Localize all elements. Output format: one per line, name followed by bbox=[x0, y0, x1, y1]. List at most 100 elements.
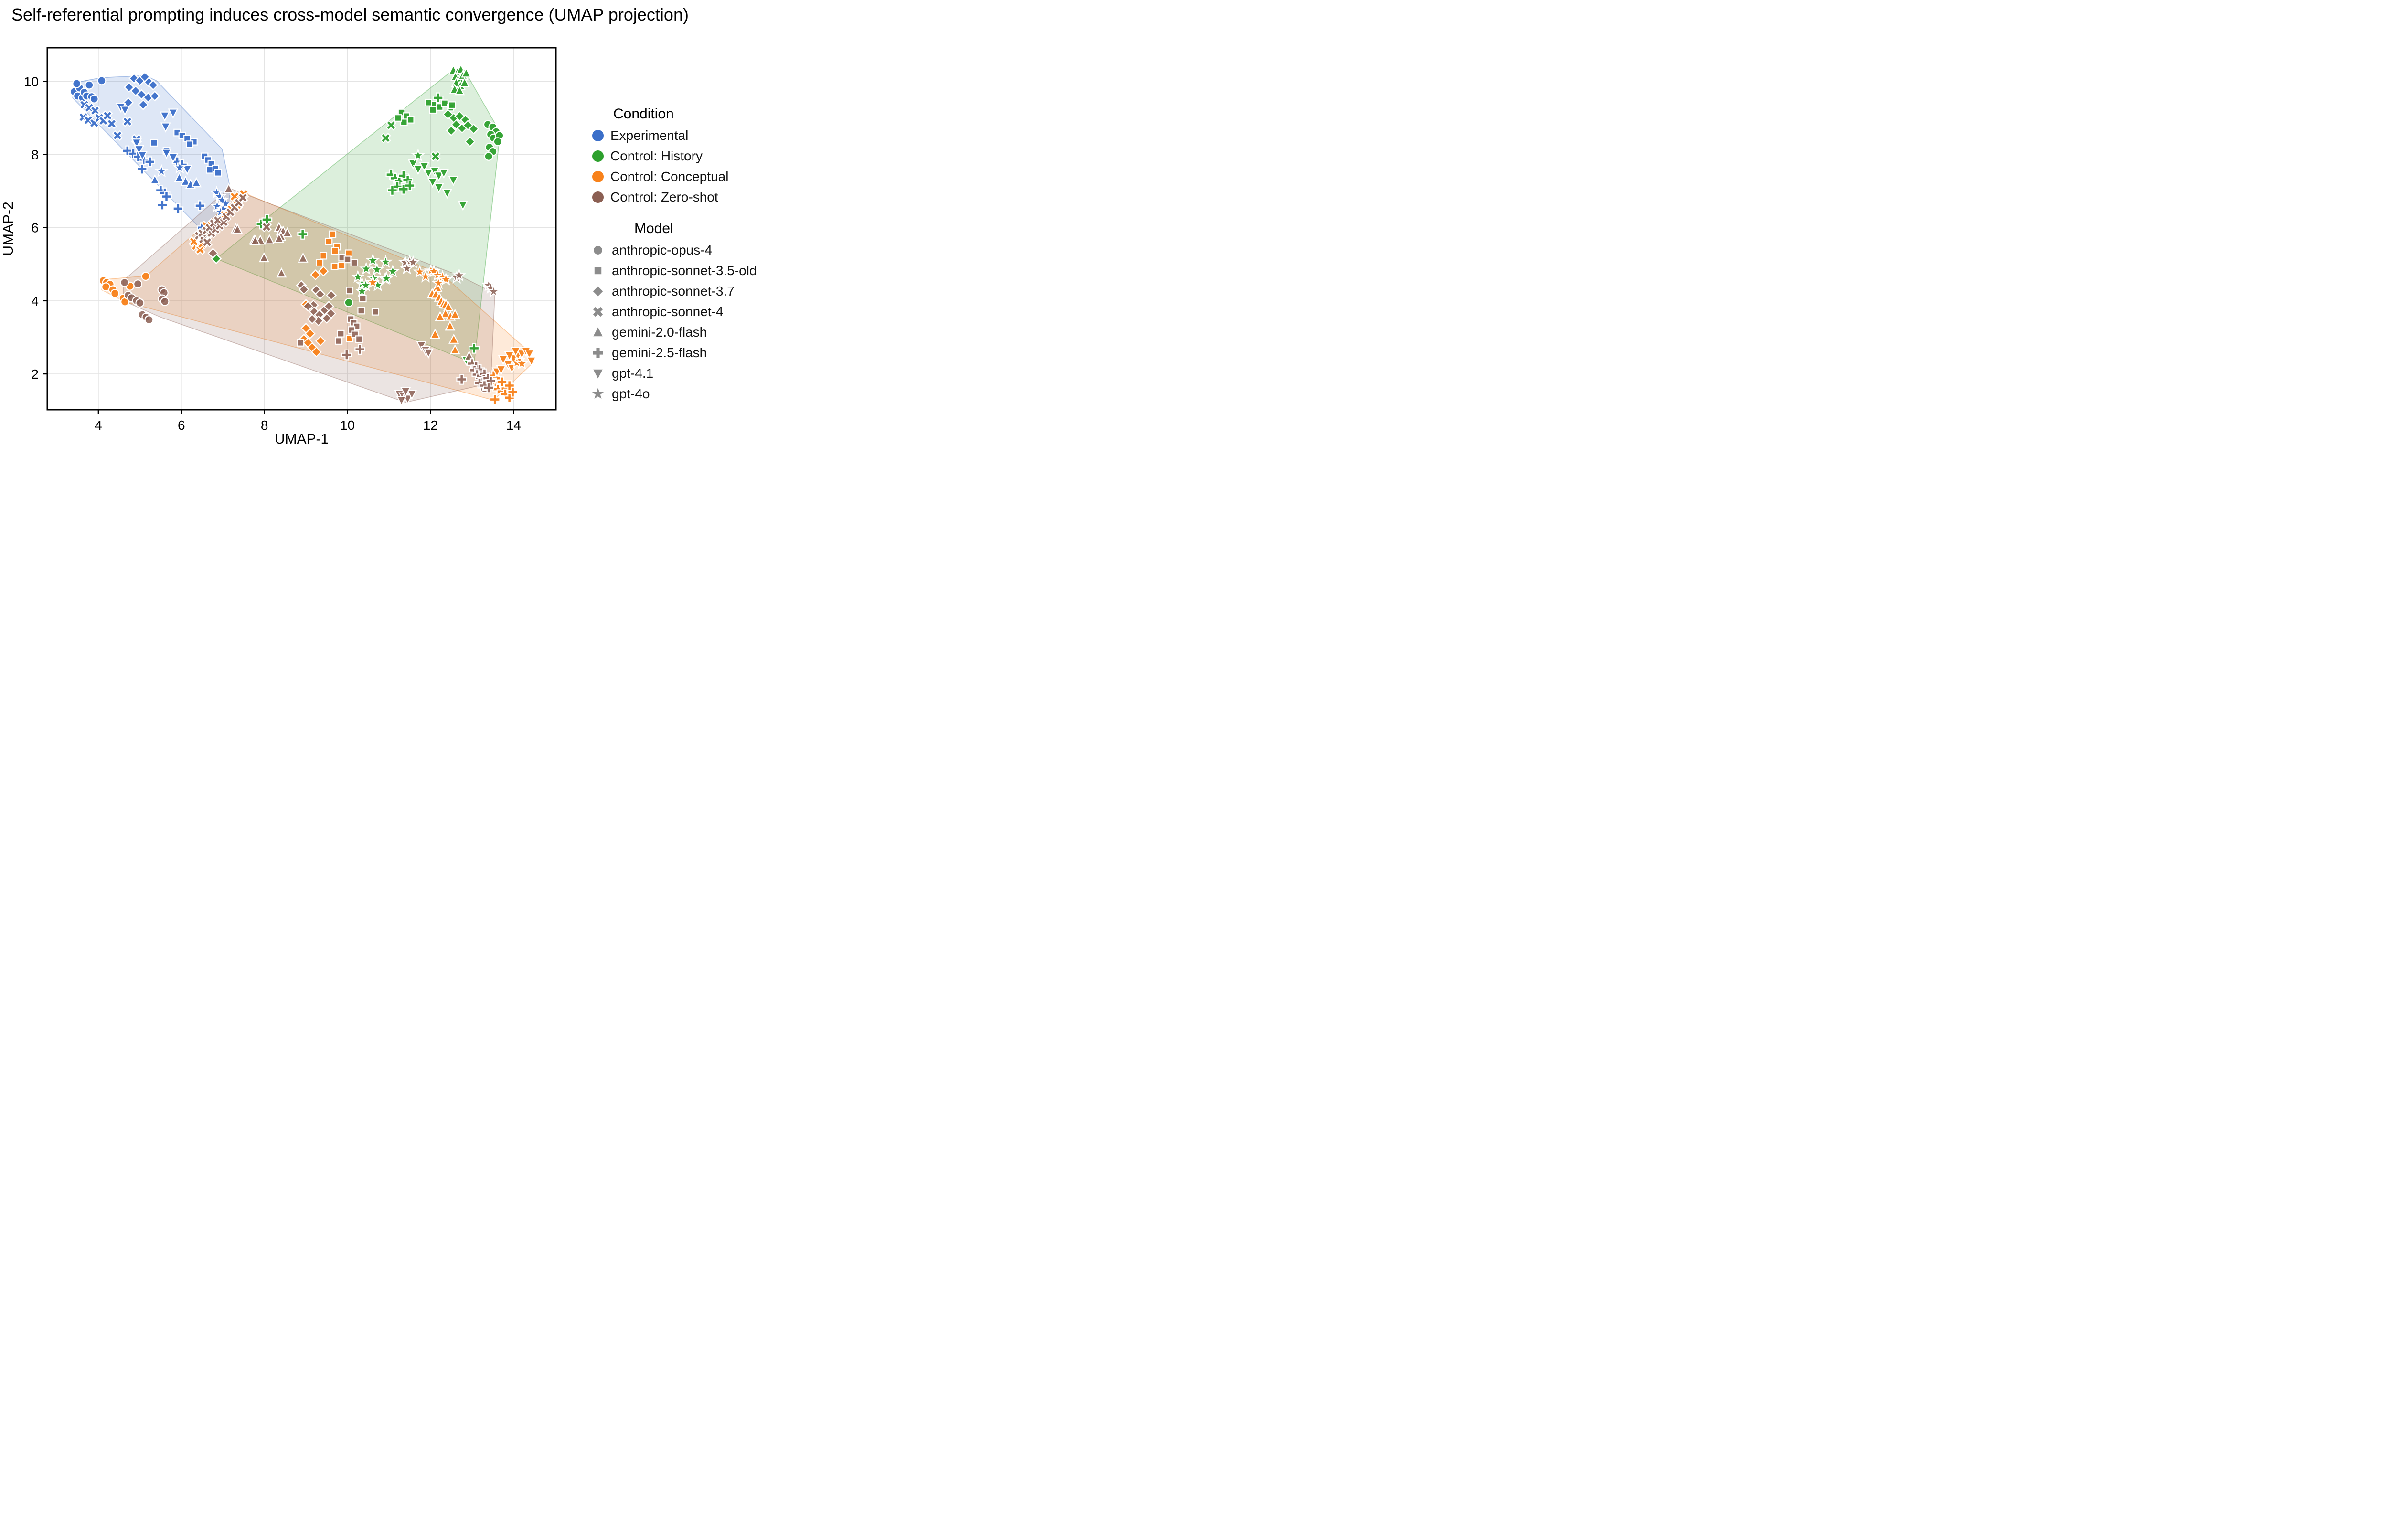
data-point bbox=[207, 247, 219, 259]
data-point bbox=[174, 172, 185, 182]
square-marker-icon bbox=[594, 267, 602, 274]
svg-text:8: 8 bbox=[31, 148, 39, 162]
data-point bbox=[449, 344, 460, 355]
legend-item-experimental: Experimental bbox=[588, 125, 760, 146]
data-point bbox=[160, 297, 170, 306]
data-point bbox=[149, 90, 160, 102]
data-point bbox=[274, 233, 285, 243]
plot-frame bbox=[46, 47, 557, 411]
data-point bbox=[122, 116, 133, 127]
data-point bbox=[593, 369, 603, 379]
data-point bbox=[515, 356, 529, 370]
data-point bbox=[404, 180, 416, 191]
data-point bbox=[89, 94, 99, 104]
data-point bbox=[443, 301, 454, 311]
data-point bbox=[594, 267, 602, 274]
data-point bbox=[406, 390, 417, 400]
data-point bbox=[427, 178, 438, 188]
data-point bbox=[321, 313, 332, 324]
data-point bbox=[380, 132, 391, 144]
data-point bbox=[462, 120, 474, 131]
data-point bbox=[160, 122, 171, 133]
data-point bbox=[359, 295, 367, 303]
data-point bbox=[137, 151, 148, 161]
data-point bbox=[413, 165, 424, 175]
data-point bbox=[448, 333, 459, 344]
data-point bbox=[458, 201, 469, 211]
data-point bbox=[297, 339, 305, 347]
data-point bbox=[213, 205, 228, 218]
data-point bbox=[134, 145, 145, 156]
data-point bbox=[407, 159, 418, 170]
data-point bbox=[456, 374, 467, 385]
legend-item-control-history: Control: History bbox=[588, 146, 760, 166]
condition-marker-icon bbox=[592, 129, 604, 141]
data-point bbox=[149, 174, 160, 185]
data-point bbox=[150, 139, 158, 147]
axis-ticks: 4 6 8 10 12 14 2 4 6 8 10 bbox=[24, 74, 521, 433]
data-point bbox=[282, 227, 293, 238]
data-point bbox=[448, 101, 456, 109]
data-point bbox=[431, 276, 446, 289]
data-point bbox=[157, 199, 168, 211]
data-point bbox=[438, 168, 449, 179]
data-point bbox=[138, 99, 149, 110]
data-point bbox=[430, 151, 441, 162]
data-point bbox=[449, 308, 460, 319]
data-point bbox=[341, 349, 352, 361]
data-point bbox=[454, 85, 465, 96]
data-point bbox=[172, 203, 184, 214]
data-point bbox=[411, 148, 425, 162]
data-point bbox=[335, 337, 343, 345]
data-point bbox=[307, 313, 318, 325]
data-point bbox=[592, 387, 604, 399]
data-point bbox=[496, 365, 507, 376]
data-point bbox=[350, 259, 358, 267]
data-point bbox=[337, 329, 345, 338]
data-point bbox=[302, 301, 314, 312]
legend-item-anthropic-opus-4: anthropic-opus-4 bbox=[588, 240, 760, 260]
data-point bbox=[593, 327, 603, 336]
data-point bbox=[160, 111, 171, 122]
data-point bbox=[430, 328, 441, 339]
svg-text:12: 12 bbox=[423, 418, 438, 433]
legend-item-gpt-4o: gpt-4o bbox=[588, 383, 760, 404]
data-point bbox=[223, 183, 234, 193]
data-point bbox=[354, 344, 365, 355]
data-point bbox=[593, 286, 603, 296]
data-point bbox=[232, 223, 243, 234]
svg-text:4: 4 bbox=[31, 294, 39, 308]
data-point bbox=[305, 328, 316, 340]
data-point bbox=[400, 261, 414, 275]
data-point bbox=[298, 284, 309, 295]
data-point bbox=[316, 259, 324, 267]
data-point bbox=[168, 153, 179, 164]
data-point bbox=[331, 247, 339, 255]
data-point bbox=[206, 166, 213, 174]
points-control-history bbox=[211, 64, 504, 366]
points-control-zero-shot bbox=[120, 183, 501, 406]
data-point bbox=[346, 287, 353, 295]
plus-marker-icon bbox=[593, 347, 603, 358]
page-title: Self-referential prompting induces cross… bbox=[11, 5, 689, 24]
data-point bbox=[429, 106, 437, 114]
data-point bbox=[110, 289, 120, 298]
legend-condition-title: Condition bbox=[613, 106, 674, 122]
data-point bbox=[311, 346, 322, 358]
data-point bbox=[451, 119, 462, 130]
data-point bbox=[133, 279, 143, 289]
data-point bbox=[250, 234, 261, 245]
data-point bbox=[423, 168, 434, 179]
data-point bbox=[469, 343, 480, 354]
data-point bbox=[218, 196, 233, 210]
data-point bbox=[297, 229, 309, 240]
data-point bbox=[139, 154, 149, 165]
data-point bbox=[318, 266, 329, 277]
data-point bbox=[144, 315, 154, 325]
legend-item-anthropic-sonnet-4: anthropic-sonnet-4 bbox=[588, 301, 760, 322]
data-point bbox=[498, 355, 509, 365]
data-point bbox=[355, 284, 369, 297]
data-point bbox=[345, 249, 353, 257]
svg-text:2: 2 bbox=[31, 367, 39, 382]
y-axis-label: UMAP-2 bbox=[0, 202, 16, 256]
